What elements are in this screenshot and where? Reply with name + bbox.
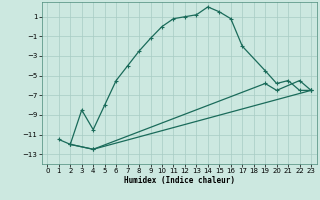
- X-axis label: Humidex (Indice chaleur): Humidex (Indice chaleur): [124, 176, 235, 185]
